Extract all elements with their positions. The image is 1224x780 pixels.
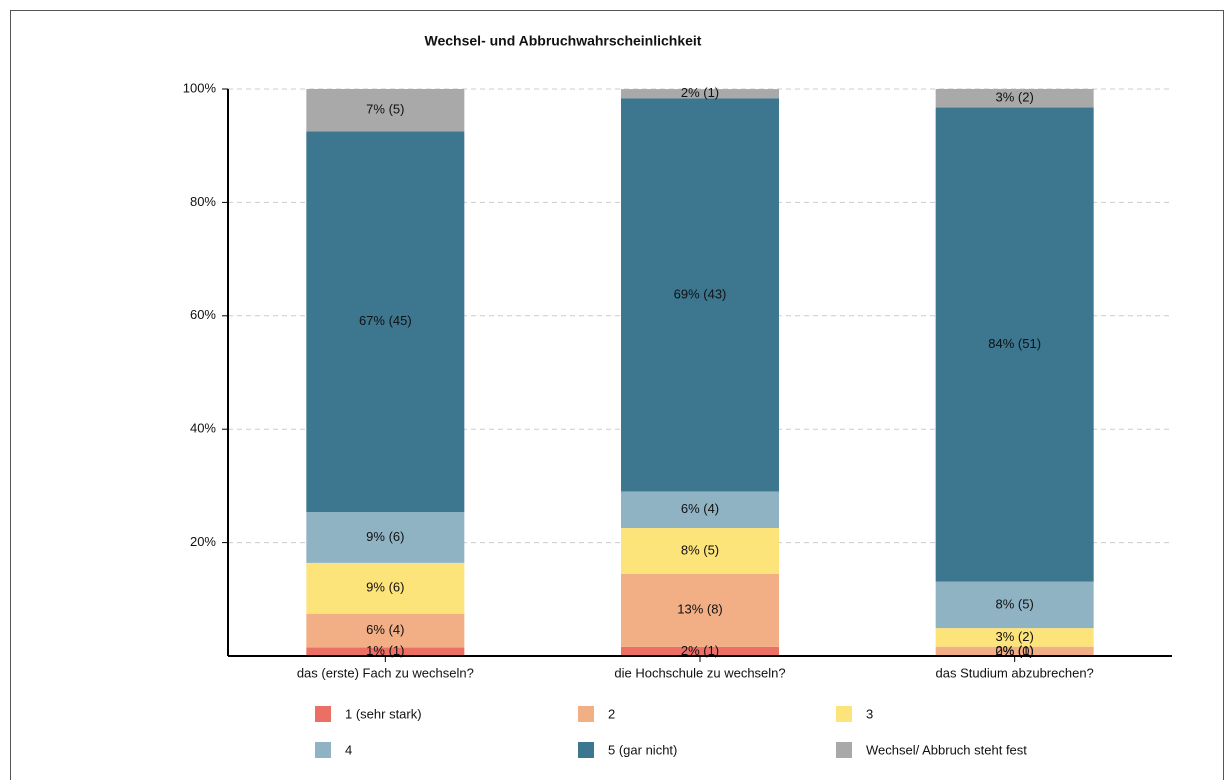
data-label: 2% (1) [681,643,719,658]
bar-segment [306,613,465,648]
bar-segment [621,528,779,574]
x-tick-label: das (erste) Fach zu wechseln? [297,665,474,680]
data-label: 13% (8) [677,602,723,617]
data-label: 8% (5) [681,542,719,557]
bar-segment [621,491,779,529]
x-tick-label: die Hochschule zu wechseln? [614,665,785,680]
bar-segment [621,646,779,656]
data-label: 6% (4) [366,622,404,637]
legend-label: 3 [866,706,873,721]
legend-swatch [836,742,852,758]
bar-segment [935,88,1094,108]
legend-label: Wechsel/ Abbruch steht fest [866,742,1027,757]
bar-segment [621,573,779,647]
data-label: 9% (6) [366,580,404,595]
legend-swatch [315,742,331,758]
bar-segment [935,107,1094,582]
data-label: 8% (5) [996,596,1034,611]
legend-swatch [578,706,594,722]
data-label: 2% (1) [996,643,1034,658]
data-label: 9% (6) [366,529,404,544]
bar-segment [306,131,465,513]
legend-label: 2 [608,706,615,721]
data-label: 2% (1) [681,85,719,100]
data-label: 3% (2) [996,629,1034,644]
bar-segment [935,646,1094,656]
legend-swatch [315,706,331,722]
y-tick-label: 100% [183,80,217,95]
data-label: 84% (51) [988,336,1041,351]
y-tick-label: 80% [190,194,216,209]
bar-segment [935,628,1094,647]
y-tick-label: 20% [190,534,216,549]
data-label: 3% (2) [996,90,1034,105]
legend-swatch [836,706,852,722]
y-tick-label: 60% [190,307,216,322]
bar-segment [306,562,465,614]
bar-segment [621,98,779,492]
legend-label: 1 (sehr stark) [345,706,422,721]
legend-label: 5 (gar nicht) [608,742,677,757]
data-label: 67% (45) [359,313,412,328]
data-label: 1% (1) [366,643,404,658]
bar-segment [935,581,1094,629]
y-tick-label: 40% [190,421,216,436]
bar-segment [306,512,465,563]
data-label: 69% (43) [674,286,727,301]
legend-label: 4 [345,742,352,757]
bar-segment [306,89,465,132]
bar-segment [306,647,465,656]
legend-swatch [578,742,594,758]
data-label: 6% (4) [681,501,719,516]
data-label: 0% (0) [996,643,1034,658]
x-tick-label: das Studium abzubrechen? [936,665,1094,680]
bar-segment [621,89,779,99]
chart-title: Wechsel- und Abbruchwahrscheinlichkeit [425,33,702,49]
data-label: 7% (5) [366,102,404,117]
